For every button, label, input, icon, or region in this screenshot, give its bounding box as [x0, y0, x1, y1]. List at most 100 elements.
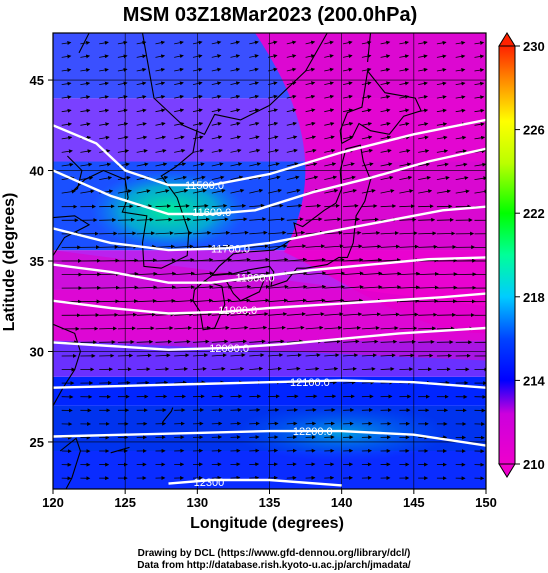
- wind-arrow: [305, 462, 316, 467]
- wind-arrow: [380, 162, 393, 167]
- wind-arrow: [211, 394, 224, 399]
- wind-arrow: [230, 217, 248, 222]
- wind-arrow: [286, 148, 298, 153]
- wind-arrow: [211, 40, 222, 45]
- wind-arrow: [174, 54, 184, 59]
- height-contour: [53, 326, 486, 351]
- wind-arrow: [117, 81, 128, 86]
- wind-arrow: [211, 108, 222, 113]
- wind-arrow: [418, 231, 437, 236]
- wind-arrow: [80, 176, 94, 181]
- wind-arrow: [249, 40, 259, 45]
- wind-arrow: [99, 258, 120, 263]
- wind-arrow: [324, 298, 345, 303]
- height-contour: [168, 478, 342, 487]
- wind-arrow: [286, 284, 308, 289]
- wind-arrow: [324, 94, 335, 99]
- wind-arrow: [192, 271, 214, 276]
- height-contour: [53, 292, 486, 315]
- wind-arrow: [136, 189, 151, 194]
- wind-arrow: [99, 299, 120, 304]
- wind-arrow: [418, 95, 428, 99]
- wind-arrow: [136, 122, 147, 126]
- wind-arrow: [380, 285, 402, 290]
- wind-arrow: [268, 353, 284, 358]
- wind-arrow: [455, 81, 466, 86]
- wind-arrow: [211, 67, 222, 72]
- wind-arrow: [324, 121, 335, 126]
- wind-arrow: [324, 366, 339, 371]
- wind-arrow: [286, 175, 300, 180]
- wind-arrow: [455, 54, 466, 59]
- wind-arrow: [249, 94, 260, 99]
- wind-arrow: [380, 244, 401, 249]
- wind-arrow: [418, 54, 428, 59]
- wind-arrow: [343, 175, 356, 180]
- wind-arrow: [399, 175, 413, 180]
- wind-arrow: [286, 257, 308, 262]
- wind-arrow: [305, 67, 316, 72]
- wind-arrow: [268, 54, 278, 59]
- wind-arrow: [211, 407, 223, 412]
- wind-arrow: [268, 67, 278, 72]
- wind-arrow: [61, 135, 73, 140]
- wind-arrow: [361, 353, 377, 358]
- wind-arrow: [136, 135, 148, 140]
- wind-arrow: [230, 394, 243, 399]
- wind-arrow: [249, 325, 268, 330]
- wind-arrow: [418, 204, 434, 209]
- wind-arrow: [230, 121, 241, 126]
- wind-arrow: [249, 353, 265, 358]
- wind-arrow: [324, 353, 340, 358]
- wind-arrow: [192, 244, 213, 249]
- colorbar-tick-label: 222: [523, 206, 545, 221]
- wind-arrow: [211, 298, 232, 303]
- wind-arrow: [324, 271, 346, 276]
- wind-arrow: [249, 67, 259, 72]
- wind-arrow: [192, 54, 203, 59]
- wind-arrow: [343, 217, 361, 222]
- wind-arrow: [174, 203, 190, 208]
- wind-arrow: [343, 40, 353, 45]
- wind-arrow: [268, 257, 289, 262]
- contour-label: 12000.0: [209, 343, 249, 355]
- wind-arrow: [286, 94, 297, 99]
- wind-arrow: [380, 122, 391, 126]
- wind-arrow: [80, 149, 92, 154]
- wind-arrow: [174, 122, 185, 126]
- wind-arrow: [474, 108, 485, 113]
- wind-arrow: [436, 54, 447, 59]
- wind-arrow: [249, 135, 260, 140]
- y-tick-label: 35: [30, 254, 44, 269]
- coastline-layer: [53, 33, 422, 489]
- wind-arrow: [361, 148, 373, 153]
- wind-arrow: [399, 108, 410, 113]
- wind-arrow: [474, 54, 485, 59]
- wind-arrow: [155, 298, 176, 303]
- wind-arrow: [436, 95, 447, 100]
- wind-arrow: [99, 326, 118, 331]
- wind-arrow: [155, 258, 176, 263]
- wind-arrow: [211, 121, 222, 126]
- wind-arrow: [436, 189, 451, 194]
- wind-arrow: [136, 108, 147, 113]
- wind-arrow: [249, 244, 269, 249]
- wind-arrow: [249, 284, 270, 289]
- x-axis-ticks: 120 125 130 135 140 145 150: [42, 489, 497, 510]
- contour-label: 12200.0: [293, 426, 333, 438]
- wind-arrow: [399, 231, 418, 236]
- wind-arrow: [324, 421, 335, 426]
- wind-arrow: [361, 339, 379, 344]
- wind-arrow: [136, 339, 154, 344]
- wind-arrow: [99, 272, 120, 277]
- wind-arrow: [155, 339, 172, 344]
- wind-arrow: [436, 176, 450, 180]
- wind-arrow: [324, 67, 334, 72]
- wind-arrow: [192, 108, 203, 113]
- plot-area: 11500.0 11600.0 11700.0 11800.0 11900.0 12000…: [53, 33, 486, 489]
- wind-arrow: [136, 258, 158, 263]
- wind-arrow: [399, 312, 419, 317]
- wind-arrow: [399, 54, 410, 59]
- wind-arrow: [436, 285, 458, 290]
- wind-arrow: [399, 298, 420, 303]
